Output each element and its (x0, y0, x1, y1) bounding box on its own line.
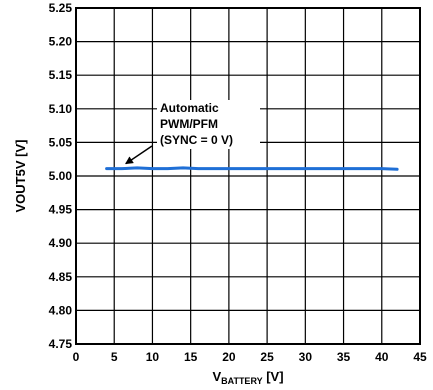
x-tick-label-9: 45 (413, 350, 427, 364)
x-tick-label-5: 25 (260, 350, 274, 364)
y-tick-label-6: 5.05 (49, 135, 73, 149)
plot-frame (75, 7, 421, 345)
x-tick-labels: 0 5 10 15 20 25 30 35 40 45 (73, 350, 427, 364)
y-tick-label-5: 5.00 (49, 169, 73, 183)
y-tick-label-4: 4.95 (49, 203, 73, 217)
y-tick-label-1: 4.80 (49, 303, 73, 317)
x-tick-label-4: 20 (222, 350, 236, 364)
annotation: Automatic PWM/PFM (SYNC = 0 V) (125, 100, 260, 165)
x-axis-label-sub: BATTERY (221, 376, 263, 386)
annotation-line-2: PWM/PFM (160, 117, 218, 131)
y-tick-label-3: 4.90 (49, 236, 73, 250)
x-tick-label-0: 0 (73, 350, 80, 364)
annotation-background (157, 100, 260, 149)
y-tick-label-7: 5.10 (49, 102, 73, 116)
x-tick-label-7: 35 (337, 350, 351, 364)
annotation-line-3: (SYNC = 0 V) (160, 133, 233, 147)
y-tick-label-9: 5.20 (49, 35, 73, 49)
y-tick-label-8: 5.15 (49, 68, 73, 82)
annotation-line-1: Automatic (160, 101, 219, 115)
x-tick-label-6: 30 (299, 350, 313, 364)
x-tick-label-3: 15 (184, 350, 198, 364)
grid (75, 7, 421, 345)
x-tick-label-1: 5 (111, 350, 118, 364)
series-line-0 (105, 166, 399, 171)
x-axis-label-main: V (212, 369, 221, 384)
y-tick-labels: 4.75 4.80 4.85 4.90 4.95 5.00 5.05 5.10 5.15 5.20… (49, 1, 73, 351)
y-tick-label-0: 4.75 (49, 337, 73, 351)
y-axis-label: VOUT5V [V] (13, 140, 28, 213)
x-axis-label-unit: [V] (263, 369, 284, 384)
y-tick-label-10: 5.25 (49, 1, 73, 15)
x-axis-label: VBATTERY [V] (212, 369, 283, 386)
series-group (105, 166, 399, 171)
x-tick-label-8: 40 (375, 350, 389, 364)
x-tick-label-2: 10 (146, 350, 160, 364)
annotation-arrow (125, 145, 153, 165)
y-tick-label-2: 4.85 (49, 270, 73, 284)
